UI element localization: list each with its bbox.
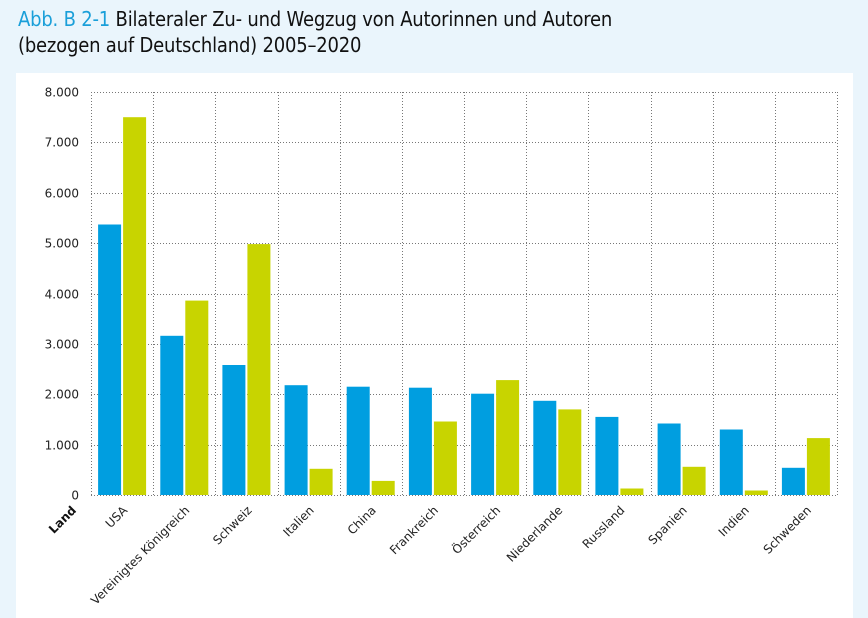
bar-blue-5: [408, 387, 432, 495]
x-tick-label: Schweiz: [210, 503, 254, 547]
bar-green-3: [309, 468, 333, 495]
bar-green-11: [806, 438, 830, 495]
x-tick-label: USA: [103, 503, 131, 531]
y-tick-label: 5.000: [45, 237, 79, 251]
x-axis-title: Land: [46, 503, 79, 536]
x-tick-label: Schweden: [761, 503, 814, 556]
title-line-1: Abb. B 2-1 Bilateraler Zu- und Wegzug vo…: [18, 6, 612, 32]
y-tick-label: 4.000: [45, 288, 79, 302]
bar-green-0: [123, 117, 147, 495]
chart-panel: 0 1.000 2.000 3.000 4.000 5.000 6.000 7.000 8.00…: [16, 73, 853, 618]
bar-blue-4: [346, 386, 370, 495]
y-tick-label: 2.000: [45, 388, 79, 402]
bar-green-1: [185, 300, 209, 495]
bar-blue-11: [781, 467, 805, 495]
y-tick-label: 1.000: [45, 439, 79, 453]
x-tick-label: Spanien: [645, 503, 689, 547]
x-tick-label: Russland: [580, 503, 628, 551]
bar-green-6: [496, 380, 520, 495]
bar-blue-9: [657, 423, 681, 495]
bar-blue-10: [719, 429, 743, 495]
bar-green-9: [682, 466, 706, 495]
y-axis-ticks: 0 1.000 2.000 3.000 4.000 5.000 6.000 7.000 8.00…: [45, 86, 79, 503]
bar-blue-2: [222, 365, 246, 495]
bar-green-7: [558, 409, 582, 495]
chart-title: Abb. B 2-1 Bilateraler Zu- und Wegzug vo…: [18, 6, 612, 58]
bar-green-10: [744, 490, 768, 495]
y-tick-label: 6.000: [45, 187, 79, 201]
x-tick-label: Niederlande: [504, 503, 565, 564]
y-tick-label: 8.000: [45, 86, 79, 100]
bar-blue-0: [98, 224, 122, 495]
title-text: Bilateraler Zu- und Wegzug von Autorinne…: [110, 7, 613, 31]
x-tick-label: Frankreich: [387, 503, 441, 557]
x-tick-label: China: [345, 503, 379, 537]
y-tick-label: 3.000: [45, 338, 79, 352]
bar-blue-6: [471, 393, 495, 495]
bar-blue-1: [160, 335, 184, 495]
bar-green-4: [371, 480, 395, 495]
bar-blue-7: [533, 400, 557, 495]
bars: [98, 117, 830, 495]
bar-green-5: [433, 421, 457, 495]
y-tick-label: 0: [71, 489, 79, 503]
gridlines: [91, 92, 838, 496]
y-tick-label: 7.000: [45, 136, 79, 150]
figure-number: Abb. B 2-1: [18, 7, 111, 31]
x-tick-label: Österreich: [448, 502, 503, 557]
bar-chart: 0 1.000 2.000 3.000 4.000 5.000 6.000 7.000 8.00…: [45, 86, 838, 608]
bar-green-8: [620, 488, 644, 495]
bar-green-2: [247, 244, 271, 495]
bar-blue-3: [284, 385, 308, 495]
x-tick-label: Indien: [716, 503, 752, 539]
bar-blue-8: [595, 416, 619, 495]
x-tick-label: Italien: [280, 503, 316, 539]
title-line-2: (bezogen auf Deutschland) 2005–2020: [18, 33, 362, 57]
